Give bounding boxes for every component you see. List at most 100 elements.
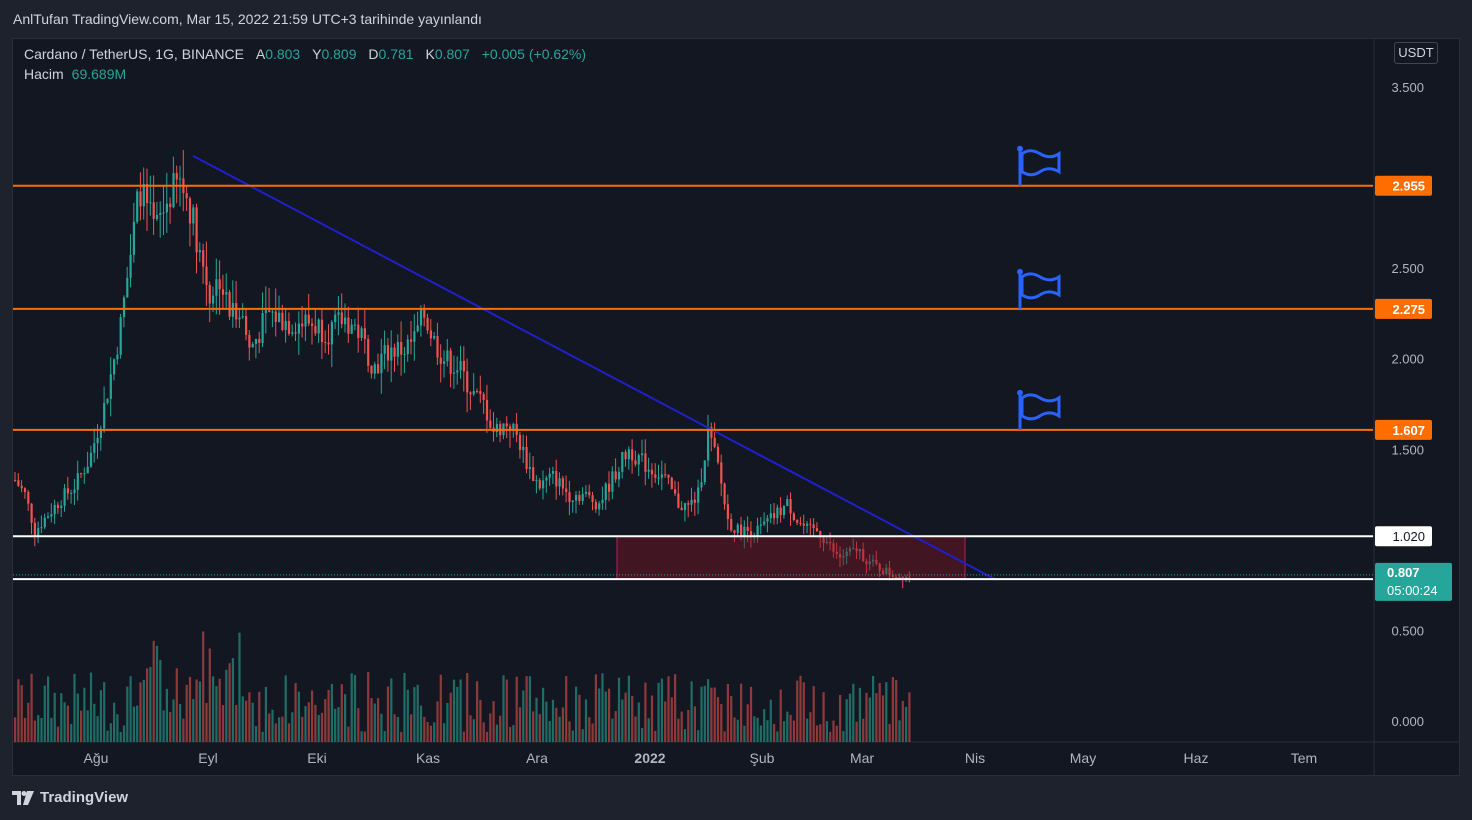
candle-body xyxy=(908,576,911,578)
volume-bar xyxy=(462,731,465,742)
flag-icon[interactable] xyxy=(1017,145,1061,186)
candle-body xyxy=(565,488,568,493)
candle-body xyxy=(505,423,508,427)
volume-bar xyxy=(185,684,188,742)
flag-icon[interactable] xyxy=(1017,389,1061,430)
volume-bar xyxy=(86,710,89,742)
candle-body xyxy=(878,563,881,571)
candle-body xyxy=(885,567,888,574)
volume-bar xyxy=(720,704,723,742)
support-zone-rect[interactable] xyxy=(616,535,966,580)
volume-label[interactable]: Hacim xyxy=(24,66,64,82)
candle-body xyxy=(188,198,192,224)
candle-body xyxy=(373,364,376,374)
volume-bar xyxy=(515,676,518,742)
candle-body xyxy=(518,434,522,451)
volume-bar xyxy=(373,703,376,742)
candle-body xyxy=(462,360,465,372)
level-price-label: 2.275 xyxy=(1392,302,1425,317)
volume-bar xyxy=(571,730,574,742)
candle-body xyxy=(799,522,802,524)
published-caption: AnlTufan TradingView.com, Mar 15, 2022 2… xyxy=(13,11,482,27)
candle-body xyxy=(865,561,868,565)
candle-body xyxy=(70,492,73,494)
volume-bar xyxy=(93,703,96,742)
volume-bar xyxy=(466,672,469,742)
volume-bar xyxy=(50,717,53,742)
candle-body xyxy=(73,489,76,493)
volume-bar xyxy=(63,702,66,742)
candle-body xyxy=(548,473,551,478)
candle-body xyxy=(713,437,716,447)
volume-bar xyxy=(212,676,215,742)
volume-bar xyxy=(548,721,551,742)
candle-body xyxy=(307,314,310,324)
candle-body xyxy=(707,426,710,461)
y-tick-label: 0.500 xyxy=(1391,623,1424,638)
volume-bar xyxy=(76,693,79,742)
candle-body xyxy=(429,330,432,339)
candle-body xyxy=(403,354,406,356)
candle-body xyxy=(779,507,782,516)
volume-bar xyxy=(621,699,624,742)
volume-bar xyxy=(687,709,690,742)
candle-body xyxy=(14,480,17,482)
volume-bar xyxy=(271,709,274,742)
candle-body xyxy=(845,551,848,557)
volume-bar xyxy=(139,682,142,742)
candle-body xyxy=(195,207,198,253)
volume-bar xyxy=(459,679,462,742)
tradingview-logo[interactable]: TradingView xyxy=(12,789,128,806)
volume-bar xyxy=(796,680,799,742)
candle-body xyxy=(271,311,274,313)
candle-body xyxy=(898,576,901,579)
volume-bar xyxy=(340,684,343,742)
low-label: D xyxy=(368,46,379,62)
candle-body xyxy=(819,531,822,538)
volume-bar xyxy=(327,689,330,742)
volume-bar xyxy=(792,720,795,742)
volume-bar xyxy=(495,724,498,742)
volume-bar xyxy=(763,708,766,742)
candle-body xyxy=(796,519,799,523)
volume-bar xyxy=(383,731,386,742)
currency-unit-button[interactable]: USDT xyxy=(1394,42,1438,64)
candle-body xyxy=(485,399,489,421)
candle-body xyxy=(842,556,845,558)
candle-body xyxy=(169,203,172,208)
candle-body xyxy=(835,551,838,554)
candle-body xyxy=(598,503,601,510)
symbol-name[interactable]: Cardano / TetherUS, 1G, BINANCE xyxy=(24,46,244,62)
volume-bar xyxy=(885,682,888,742)
x-tick-label: Ara xyxy=(526,750,548,766)
candle-body xyxy=(301,323,304,327)
flag-icon[interactable] xyxy=(1017,268,1061,309)
y-tick-label: 2.000 xyxy=(1391,352,1424,367)
volume-bar xyxy=(20,685,23,742)
candle-body xyxy=(637,455,640,465)
volume-bar xyxy=(330,684,333,742)
x-tick-label: Ağu xyxy=(84,750,109,766)
candle-body xyxy=(472,391,475,395)
candle-body xyxy=(83,473,86,475)
volume-bar xyxy=(895,680,898,742)
candle-body xyxy=(538,480,541,489)
volume-bar xyxy=(875,693,878,742)
candle-body xyxy=(759,524,762,526)
volume-bar xyxy=(423,716,426,742)
candle-body xyxy=(410,339,413,342)
volume-bar xyxy=(581,729,584,742)
candle-body xyxy=(393,347,396,357)
volume-bar xyxy=(604,691,607,742)
candle-body xyxy=(868,561,871,565)
volume-bar xyxy=(146,668,149,742)
volume-bar xyxy=(363,731,366,742)
chart-frame[interactable] xyxy=(12,38,1460,776)
descending-trendline[interactable] xyxy=(192,154,997,581)
candle-body xyxy=(287,320,291,334)
candle-body xyxy=(657,477,660,479)
volume-bar xyxy=(347,726,350,742)
candle-body xyxy=(588,491,591,496)
volume-bar xyxy=(654,730,657,742)
